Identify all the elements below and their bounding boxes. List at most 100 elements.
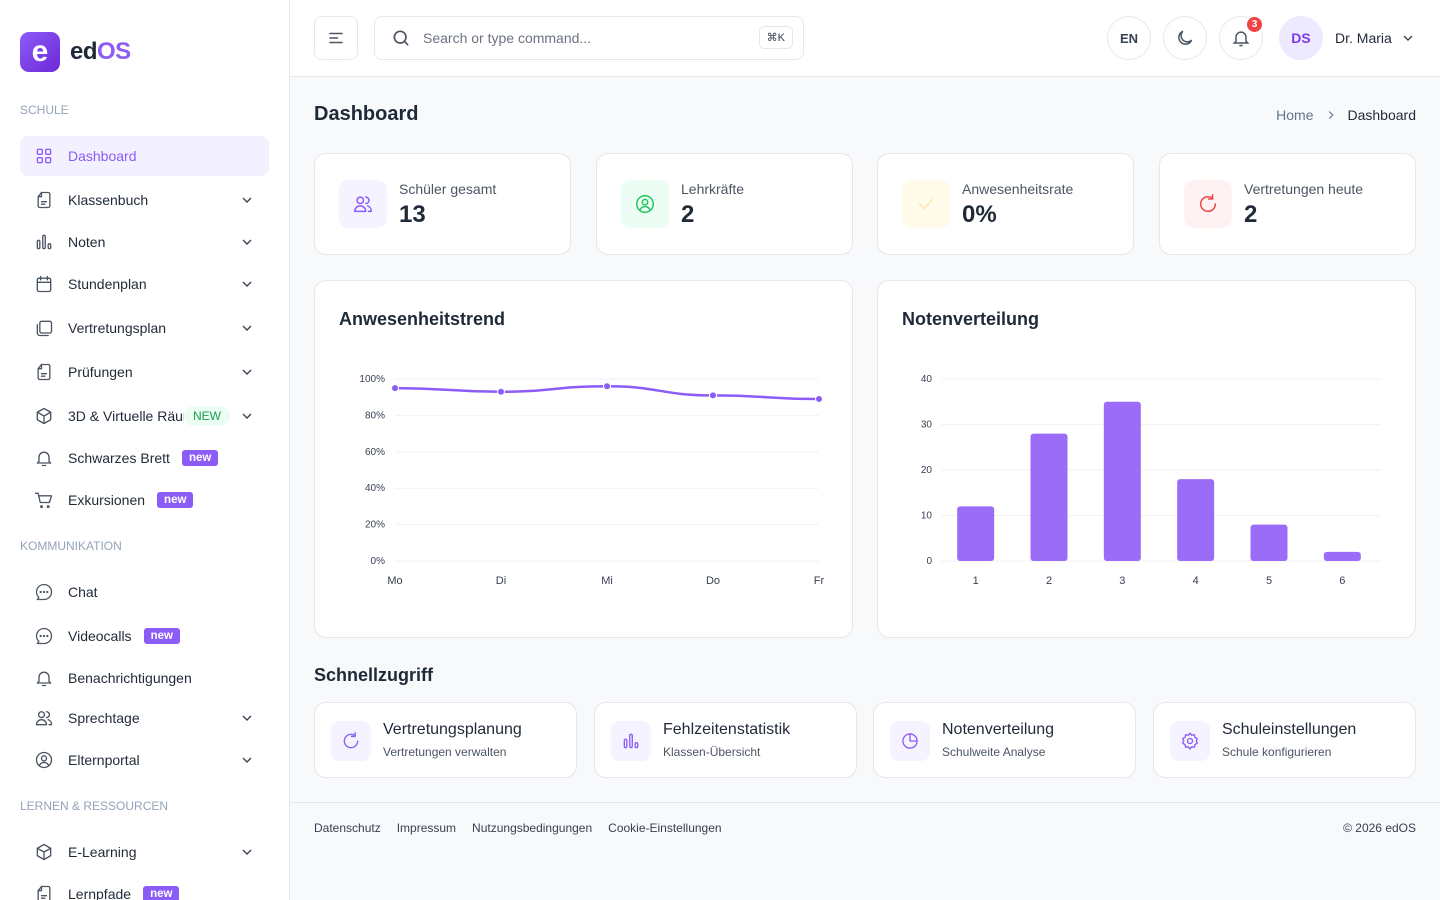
data-point	[709, 391, 717, 400]
notifications-button[interactable]: 3	[1219, 15, 1264, 60]
stat-label: Schüler gesamt	[399, 181, 497, 197]
chevron-down-icon[interactable]	[239, 710, 255, 726]
footer-link-nutzungsbedingungen[interactable]: Nutzungsbedingungen	[472, 821, 593, 835]
footer-link-impressum[interactable]: Impressum	[396, 821, 457, 835]
quick-access-icon-wrap	[331, 721, 371, 761]
chat-icon	[35, 583, 53, 601]
chevron-down-icon[interactable]	[239, 192, 255, 208]
bar-chart-icon	[36, 234, 52, 250]
chevron-down-icon	[1403, 35, 1413, 41]
quick-access-notenverteilung[interactable]: Notenverteilung Schulweite Analyse	[873, 702, 1136, 778]
user-menu[interactable]: Dr. Maria	[1335, 30, 1416, 46]
menu-toggle-button[interactable]	[314, 16, 358, 60]
data-point	[497, 387, 505, 396]
avatar[interactable]: DS	[1279, 16, 1323, 60]
sidebar-item-benachrichtigungen[interactable]: Benachrichtigungen	[20, 658, 269, 698]
logo-text: edOS	[70, 38, 131, 65]
logo[interactable]: e edOS	[20, 32, 131, 72]
refresh-icon	[1200, 194, 1217, 213]
chevron-down-icon[interactable]	[239, 752, 255, 768]
sidebar-item-3d-virtuelle-r-ume[interactable]: 3D & Virtuelle RäumeNEW	[20, 396, 269, 436]
sidebar-item-e-learning[interactable]: E-Learning	[20, 832, 269, 872]
theme-toggle-button[interactable]	[1163, 16, 1207, 60]
new-badge: new	[157, 492, 194, 508]
bell-icon	[36, 671, 52, 687]
chevron-down-icon[interactable]	[239, 408, 255, 424]
sidebar-item-label: Dashboard	[68, 148, 137, 164]
sidebar-item-schwarzes-brett[interactable]: Schwarzes Brett new	[20, 438, 269, 478]
quick-access-schuleinstellungen[interactable]: Schuleinstellungen Schule konfigurieren	[1153, 702, 1416, 778]
check-icon	[918, 198, 934, 210]
grade-bar	[1323, 551, 1361, 561]
copyright: © 2026 edOS	[1343, 821, 1416, 835]
sidebar-item-pr-fungen[interactable]: Prüfungen	[20, 352, 269, 392]
chevron-down-icon[interactable]	[239, 320, 255, 336]
stat-label: Anwesenheitsrate	[962, 181, 1074, 197]
notification-count: 3	[1245, 15, 1264, 34]
sidebar-item-videocalls[interactable]: Videocalls new	[20, 616, 269, 656]
quick-access-fehlzeitenstatistik[interactable]: Fehlzeitenstatistik Klassen-Übersicht	[594, 702, 857, 778]
footer-link-datenschutz[interactable]: Datenschutz	[314, 821, 381, 835]
quick-access-title: Vertretungsplanung	[383, 721, 522, 738]
stat-card-lehrkr-fte: Lehrkräfte 2	[596, 153, 853, 255]
y-tick-label: 0%	[371, 556, 386, 567]
quick-access-subtitle: Schule konfigurieren	[1222, 745, 1332, 759]
quick-access-title: Fehlzeitenstatistik	[663, 721, 791, 738]
sidebar-item-vertretungsplan[interactable]: Vertretungsplan	[20, 308, 269, 348]
sidebar-item-exkursionen[interactable]: Exkursionen new	[20, 480, 269, 520]
x-tick-label: Fr	[814, 575, 825, 587]
quick-access-vertretungsplanung[interactable]: Vertretungsplanung Vertretungen verwalten	[314, 702, 577, 778]
sidebar-item-noten[interactable]: Noten	[20, 222, 269, 262]
sidebar-item-stundenplan[interactable]: Stundenplan	[20, 264, 269, 304]
stat-icon-wrap	[621, 180, 669, 228]
stat-icon-wrap	[902, 180, 950, 228]
x-tick-label: Do	[706, 575, 720, 587]
breadcrumb-home[interactable]: Home	[1276, 107, 1314, 123]
sidebar-item-label: Schwarzes Brett	[68, 450, 170, 466]
sidebar-item-dashboard[interactable]: Dashboard	[20, 136, 269, 176]
sidebar-item-label: Videocalls	[68, 628, 132, 644]
stat-value: 0%	[962, 201, 997, 228]
document-icon	[37, 191, 51, 209]
stat-card-anwesenheitsrate: Anwesenheitsrate 0%	[877, 153, 1134, 255]
y-tick-label: 40	[921, 374, 933, 385]
sidebar-item-elternportal[interactable]: Elternportal	[20, 740, 269, 780]
search-input[interactable]	[423, 30, 743, 46]
x-tick-label: Di	[496, 575, 506, 587]
sidebar-item-klassenbuch[interactable]: Klassenbuch	[20, 180, 269, 220]
footer-link-cookies[interactable]: Cookie-Einstellungen	[608, 821, 722, 835]
document-icon	[37, 363, 51, 381]
x-tick-label: 5	[1266, 575, 1272, 587]
cube-icon	[36, 407, 52, 425]
cube-icon	[36, 843, 52, 861]
bell-icon	[36, 451, 52, 467]
section-label: KOMMUNIKATION	[20, 539, 122, 553]
stat-label: Lehrkräfte	[681, 181, 745, 197]
chevron-right-icon	[1328, 111, 1334, 119]
search-box[interactable]: ⌘K	[374, 16, 804, 60]
language-button[interactable]: EN	[1107, 16, 1151, 60]
x-tick-label: 6	[1339, 575, 1345, 587]
grade-bar	[1030, 433, 1068, 561]
sidebar-item-chat[interactable]: Chat	[20, 572, 269, 612]
quick-access-title: Schuleinstellungen	[1222, 721, 1357, 738]
breadcrumb: Home Dashboard	[1276, 107, 1416, 123]
grade-bar	[1250, 524, 1288, 561]
new-badge: new	[181, 450, 219, 466]
search-icon	[393, 30, 409, 46]
sidebar-item-sprechtage[interactable]: Sprechtage	[20, 698, 269, 738]
chat-icon	[35, 627, 53, 645]
quick-access-subtitle: Klassen-Übersicht	[663, 745, 761, 759]
cart-icon	[35, 492, 53, 509]
sidebar-item-lernpfade[interactable]: Lernpfade new	[20, 874, 269, 900]
grade-bar-chart: 0 10 20 30 40 1 2 3 4 5 6	[921, 374, 1381, 587]
chevron-down-icon[interactable]	[239, 844, 255, 860]
chevron-down-icon[interactable]	[239, 234, 255, 250]
attendance-chart-card: Anwesenheitstrend 0% 20% 40% 60% 80% 100% Mo Di…	[314, 280, 853, 638]
stat-icon-wrap	[1184, 180, 1232, 228]
grid-icon	[36, 148, 52, 164]
quick-access-subtitle: Vertretungen verwalten	[383, 745, 507, 759]
stat-icon-wrap	[339, 180, 387, 228]
chevron-down-icon[interactable]	[239, 276, 255, 292]
chevron-down-icon[interactable]	[239, 364, 255, 380]
